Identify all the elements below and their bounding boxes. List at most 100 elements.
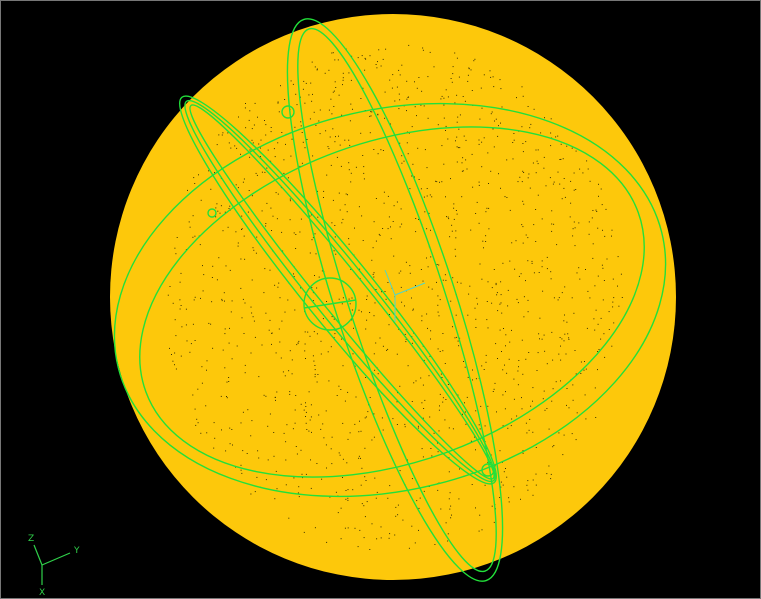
speckle — [467, 397, 468, 398]
speckle — [501, 313, 502, 314]
speckle — [341, 538, 342, 539]
speckle — [453, 66, 454, 67]
speckle — [437, 305, 438, 306]
speckle — [341, 166, 342, 167]
speckle — [451, 515, 452, 516]
speckle — [522, 201, 523, 202]
speckle — [376, 198, 377, 199]
speckle — [506, 373, 507, 374]
speckle — [514, 140, 515, 141]
speckle — [505, 468, 506, 469]
speckle — [253, 316, 254, 317]
speckle — [317, 69, 318, 70]
speckle — [244, 259, 245, 260]
speckle — [330, 137, 331, 138]
speckle — [347, 500, 348, 501]
speckle — [527, 480, 528, 481]
speckle — [193, 177, 194, 178]
speckle — [404, 424, 405, 425]
speckle — [289, 391, 290, 392]
speckle — [271, 131, 272, 132]
speckle — [438, 265, 439, 266]
speckle — [584, 370, 585, 371]
speckle — [439, 430, 440, 431]
speckle — [454, 219, 455, 220]
speckle — [490, 70, 491, 71]
speckle — [350, 181, 351, 182]
speckle — [475, 507, 476, 508]
speckle — [613, 297, 614, 298]
speckle — [553, 184, 554, 185]
speckle — [533, 224, 534, 225]
speckle — [314, 331, 315, 332]
speckle — [255, 491, 256, 492]
speckle — [442, 402, 443, 403]
speckle — [563, 188, 564, 189]
speckle — [602, 230, 603, 231]
speckle — [213, 448, 214, 449]
speckle — [566, 405, 567, 406]
speckle — [592, 210, 593, 211]
speckle — [373, 149, 374, 150]
speckle — [551, 474, 552, 475]
speckle — [251, 353, 252, 354]
speckle — [419, 508, 420, 509]
speckle — [598, 196, 599, 197]
speckle — [353, 328, 354, 329]
speckle — [361, 431, 362, 432]
speckle — [265, 135, 266, 136]
speckle — [409, 265, 410, 266]
speckle — [359, 530, 360, 531]
speckle — [283, 159, 284, 160]
speckle — [389, 324, 390, 325]
speckle — [305, 402, 306, 403]
speckle — [335, 81, 336, 82]
speckle — [224, 301, 225, 302]
speckle — [518, 384, 519, 385]
speckle — [542, 266, 543, 267]
speckle — [497, 310, 498, 311]
speckle — [559, 184, 560, 185]
speckle — [306, 474, 307, 475]
speckle — [238, 243, 239, 244]
speckle — [363, 166, 364, 167]
speckle — [461, 196, 462, 197]
speckle — [519, 177, 520, 178]
speckle — [406, 81, 407, 82]
speckle — [544, 117, 545, 118]
speckle — [421, 91, 422, 92]
speckle — [457, 146, 458, 147]
speckle — [208, 170, 209, 171]
speckle — [496, 283, 497, 284]
speckle — [339, 95, 340, 96]
speckle — [509, 359, 510, 360]
speckle — [528, 106, 529, 107]
speckle — [201, 200, 202, 201]
speckle — [460, 114, 461, 115]
speckle — [467, 315, 468, 316]
speckle — [471, 441, 472, 442]
speckle — [415, 542, 416, 543]
speckle — [174, 364, 175, 365]
speckle — [482, 108, 483, 109]
speckle — [380, 235, 381, 236]
speckle — [405, 341, 406, 342]
speckle — [550, 271, 551, 272]
speckle — [486, 319, 487, 320]
speckle — [536, 150, 537, 151]
speckle — [275, 156, 276, 157]
speckle — [530, 188, 531, 189]
speckle — [430, 230, 431, 231]
speckle — [411, 298, 412, 299]
speckle — [347, 392, 348, 393]
speckle — [472, 154, 473, 155]
speckle — [256, 173, 257, 174]
speckle — [394, 205, 395, 206]
speckle — [455, 140, 456, 141]
speckle — [257, 450, 258, 451]
speckle — [463, 170, 464, 171]
speckle — [455, 230, 456, 231]
speckle — [505, 196, 506, 197]
speckle — [470, 230, 471, 231]
speckle — [506, 477, 507, 478]
